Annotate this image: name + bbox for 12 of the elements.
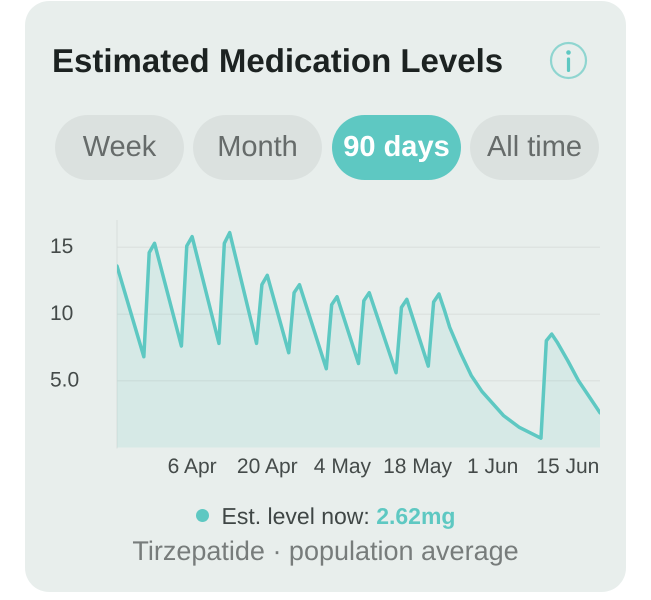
x-tick-label: 18 May [383,454,452,478]
y-tick-label: 10 [50,302,74,325]
x-tick-label: 20 Apr [236,454,298,478]
x-tick-label: 1 Jun [466,454,518,478]
x-tick-label: 4 May [314,454,372,478]
y-tick-label: 15 [50,235,74,258]
x-tick-label: 6 Apr [168,454,217,478]
chart-title: Estimated Medication Levels [52,41,504,81]
x-tick-label: 15 Jun [536,454,600,478]
text: Est. level now: 2.62mg [222,503,456,529]
text: Tirzepatide · population average [131,535,520,567]
y-tick-label: 5.0 [50,368,80,392]
